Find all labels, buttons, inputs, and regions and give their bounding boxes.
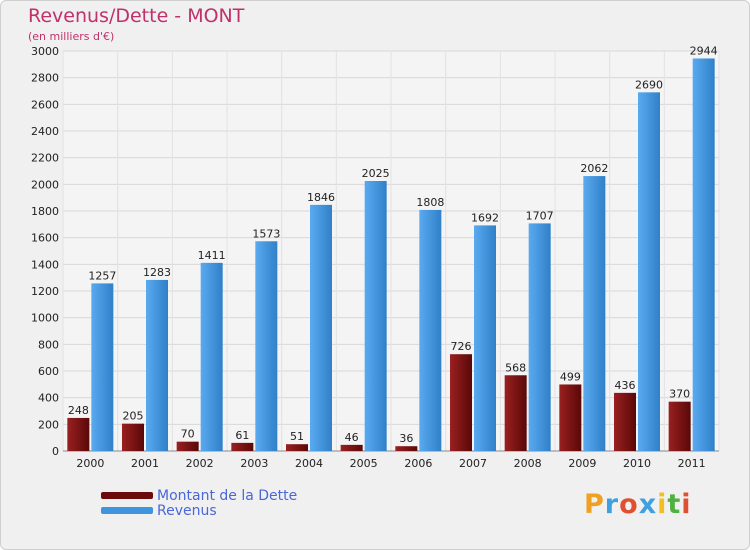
legend-item-revenus: Revenus [101,502,297,519]
y-tick-label: 2800 [31,72,59,85]
legend-label-debt: Montant de la Dette [157,487,298,504]
chart-legend: Montant de la Dette Revenus [101,487,298,519]
x-tick-label: 2000 [76,457,104,470]
data-label-debt-2005: 46 [345,431,359,444]
data-label-debt-2006: 36 [399,432,413,445]
y-tick-label: 800 [38,338,59,351]
data-label-revenus-2003: 1573 [252,227,280,240]
chart-subtitle: (en milliers d'€) [28,30,115,43]
bar-revenus-2000 [91,283,114,451]
logo-letter: o [619,489,639,520]
x-tick-label: 2005 [350,457,378,470]
data-label-debt-2001: 205 [123,410,144,423]
bar-revenus-2004 [310,204,332,451]
bar-debt-2007 [450,354,472,451]
x-tick-label: 2001 [131,457,159,470]
y-tick-label: 400 [38,392,59,405]
data-label-debt-2002: 70 [181,428,195,441]
y-tick-label: 2000 [31,178,59,191]
data-label-revenus-2002: 1411 [198,249,226,262]
x-tick-label: 2002 [186,457,214,470]
y-tick-label: 1400 [31,258,59,271]
data-label-revenus-2004: 1846 [307,191,335,204]
bar-revenus-2003 [255,241,278,451]
data-label-revenus-2008: 1707 [526,209,554,222]
bar-debt-2009 [559,384,582,451]
bar-debt-2004 [286,444,308,451]
y-tick-label: 600 [38,365,59,378]
bar-revenus-2002 [200,262,223,451]
data-label-revenus-2010: 2690 [635,78,663,91]
y-tick-label: 1600 [31,232,59,245]
bar-debt-2011 [668,401,691,451]
bar-debt-2008 [504,375,527,451]
data-label-debt-2011: 370 [669,388,690,401]
data-label-revenus-2009: 2062 [580,162,608,175]
proxiti-logo: Proxiti [584,489,692,520]
legend-swatch-debt [101,492,153,499]
chart-title: Revenus/Dette - MONT [28,5,245,27]
y-tick-label: 0 [52,445,59,458]
data-label-revenus-2007: 1692 [471,211,499,224]
legend-swatch-revenus [101,507,153,514]
logo-letter: i [657,489,668,520]
bar-revenus-2001 [146,279,168,451]
y-tick-label: 2400 [31,125,59,138]
data-label-debt-2009: 499 [560,370,581,383]
data-label-revenus-2006: 1808 [416,196,444,209]
bar-debt-2006 [395,446,418,451]
x-tick-label: 2006 [404,457,432,470]
data-label-debt-2003: 61 [235,429,249,442]
bar-revenus-2007 [474,225,496,451]
data-label-revenus-2005: 2025 [362,167,390,180]
data-label-debt-2010: 436 [615,379,636,392]
bar-revenus-2010 [638,92,660,451]
data-label-debt-2008: 568 [505,361,526,374]
x-tick-label: 2009 [568,457,596,470]
bar-revenus-2009 [583,176,606,452]
bar-debt-2005 [340,444,363,451]
y-tick-label: 1200 [31,285,59,298]
y-tick-label: 3000 [31,45,59,58]
data-label-revenus-2011: 2944 [690,44,718,57]
y-tick-label: 1800 [31,205,59,218]
bar-debt-2000 [67,417,90,451]
data-label-debt-2004: 51 [290,430,304,443]
bar-revenus-2006 [419,209,442,451]
y-tick-label: 200 [38,418,59,431]
data-label-debt-2000: 248 [68,404,89,417]
data-label-revenus-2000: 1257 [88,269,116,282]
bar-debt-2002 [176,441,199,451]
bar-debt-2010 [614,392,636,451]
y-tick-label: 1000 [31,312,59,325]
y-tick-label: 2600 [31,98,59,111]
x-tick-label: 2004 [295,457,323,470]
x-tick-label: 2010 [623,457,651,470]
x-tick-label: 2007 [459,457,487,470]
logo-letter: r [604,489,620,520]
logo-letter: t [667,489,682,520]
bar-revenus-2008 [528,223,551,451]
logo-letter: P [584,489,605,520]
legend-label-revenus: Revenus [157,502,217,519]
x-tick-label: 2011 [678,457,706,470]
legend-item-debt: Montant de la Dette [101,487,298,504]
x-tick-label: 2008 [514,457,542,470]
y-tick-label: 2200 [31,152,59,165]
data-label-revenus-2001: 1283 [143,266,171,279]
x-tick-label: 2003 [240,457,268,470]
logo-letter: x [638,489,658,520]
logo-letter: i [681,489,692,520]
bar-debt-2003 [231,442,254,451]
bar-revenus-2011 [692,58,715,451]
data-label-debt-2007: 726 [451,340,472,353]
bar-debt-2001 [122,423,144,451]
bar-revenus-2005 [364,181,387,451]
